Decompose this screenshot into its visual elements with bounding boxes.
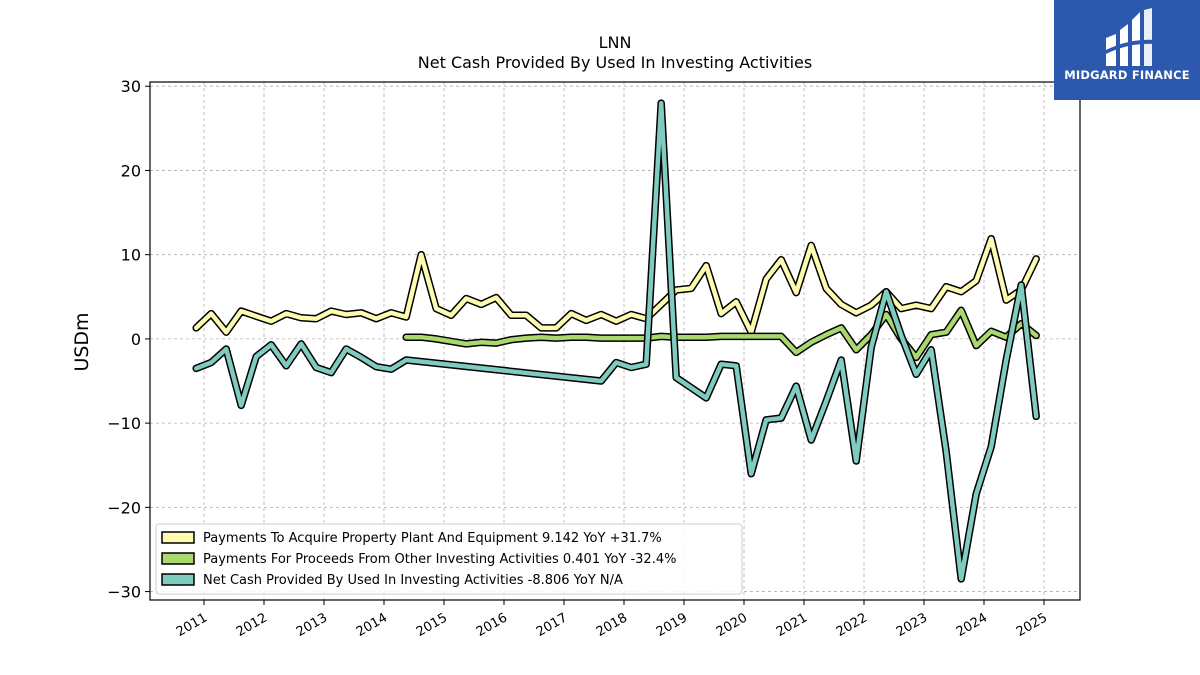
logo-text: MIDGARD FINANCE	[1064, 68, 1190, 82]
net-cash-series-line-fill	[193, 100, 1039, 582]
x-tick-label: 2019	[654, 610, 690, 640]
x-tick-label: 2018	[594, 610, 630, 640]
legend-label-other: Payments For Proceeds From Other Investi…	[203, 552, 676, 567]
legend-swatch-net	[161, 573, 195, 586]
y-tick-label: −30	[107, 583, 141, 602]
x-tick-label: 2014	[354, 610, 390, 640]
logo-mark-icon	[1102, 8, 1156, 66]
x-tick-label: 2011	[174, 610, 210, 640]
x-tick-label: 2023	[894, 610, 930, 640]
legend-label-ppe: Payments To Acquire Property Plant And E…	[203, 531, 662, 546]
ppe-series-line	[192, 234, 1040, 336]
plot-frame	[149, 81, 1081, 601]
legend-box	[155, 523, 743, 595]
legend-swatch-ppe	[161, 531, 195, 544]
y-tick-label: −10	[107, 414, 141, 433]
x-tick-label: 2015	[414, 610, 450, 640]
legend-swatch-other	[161, 552, 195, 565]
chart-title: LNN	[599, 33, 632, 52]
series-layer	[192, 99, 1040, 583]
x-ticks: 2011 2012 2013 2014 2015 2016 2017 2018 2019 2020…	[174, 600, 1050, 640]
x-tick-label: 2021	[774, 610, 810, 640]
y-tick-label: 10	[121, 246, 141, 265]
y-axis-label: USDm	[71, 312, 93, 371]
x-tick-label: 2025	[1014, 610, 1050, 640]
midgard-finance-logo: MIDGARD FINANCE	[1054, 0, 1200, 100]
x-tick-label: 2012	[234, 610, 270, 640]
y-tick-label: 0	[131, 330, 141, 349]
x-tick-label: 2013	[294, 610, 330, 640]
legend: Payments To Acquire Property Plant And E…	[155, 523, 743, 595]
legend-label-net: Net Cash Provided By Used In Investing A…	[203, 573, 623, 588]
x-tick-label: 2024	[954, 610, 990, 640]
other-investing-series-line	[402, 306, 1040, 362]
legend-item-net: Net Cash Provided By Used In Investing A…	[161, 573, 623, 588]
legend-item-ppe: Payments To Acquire Property Plant And E…	[161, 531, 662, 546]
ppe-series-line-fill	[193, 236, 1039, 335]
other-investing-series-line-fill	[403, 308, 1039, 360]
y-tick-label: 20	[121, 161, 141, 180]
y-tick-label: −20	[107, 498, 141, 517]
net-cash-series-line	[192, 99, 1040, 583]
x-tick-label: 2017	[534, 610, 570, 640]
x-tick-label: 2016	[474, 610, 510, 640]
chart-subtitle: Net Cash Provided By Used In Investing A…	[418, 53, 812, 72]
y-tick-label: 30	[121, 77, 141, 96]
x-tick-label: 2020	[714, 610, 750, 640]
x-tick-label: 2022	[834, 610, 870, 640]
legend-item-other: Payments For Proceeds From Other Investi…	[161, 552, 676, 567]
y-ticks: 30 20 10 0 −10 −20 −30	[107, 77, 150, 602]
